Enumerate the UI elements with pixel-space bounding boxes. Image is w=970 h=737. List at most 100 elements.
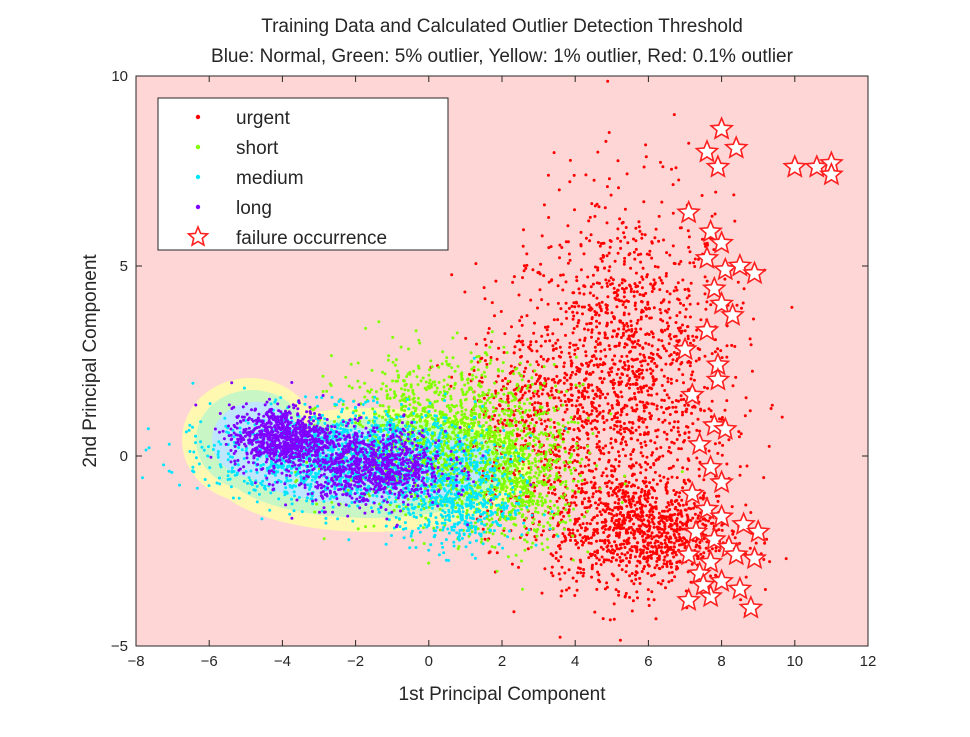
data-point — [568, 448, 572, 452]
data-point — [438, 412, 442, 416]
data-point — [673, 262, 677, 266]
data-point — [469, 360, 473, 364]
data-point — [621, 435, 625, 439]
data-point — [547, 459, 551, 463]
data-point — [588, 451, 592, 455]
data-point — [707, 549, 711, 553]
data-point — [506, 394, 510, 398]
data-point — [356, 361, 360, 365]
data-point — [522, 463, 526, 466]
data-point — [647, 534, 651, 538]
data-point — [466, 445, 470, 449]
data-point — [499, 440, 503, 443]
data-point — [519, 446, 523, 449]
data-point — [558, 457, 561, 461]
data-point — [606, 392, 610, 396]
data-point — [478, 359, 482, 363]
data-point — [699, 408, 703, 412]
data-point — [597, 445, 601, 449]
data-point — [552, 151, 556, 155]
data-point — [646, 519, 650, 523]
data-point — [638, 368, 642, 372]
data-point — [509, 391, 513, 395]
data-point — [502, 460, 506, 464]
data-point — [595, 319, 598, 323]
data-point — [553, 425, 557, 429]
data-point — [744, 503, 748, 507]
data-point — [691, 370, 695, 374]
data-point — [749, 511, 753, 514]
data-point — [718, 441, 722, 445]
data-point — [710, 214, 714, 218]
data-point — [500, 472, 504, 476]
data-point — [660, 200, 664, 204]
data-point — [537, 394, 541, 398]
data-point — [646, 529, 650, 533]
data-point — [520, 429, 523, 433]
data-point — [386, 393, 390, 397]
data-point — [321, 374, 325, 378]
data-point — [589, 480, 593, 484]
data-point — [661, 281, 664, 285]
data-point — [656, 348, 660, 352]
data-point — [576, 453, 580, 457]
data-point — [602, 558, 606, 562]
data-point — [450, 273, 454, 277]
data-point — [591, 552, 595, 556]
data-point — [670, 440, 674, 444]
data-point — [453, 414, 457, 418]
data-point — [452, 386, 456, 390]
data-point — [641, 386, 645, 390]
data-point — [683, 439, 686, 442]
data-point — [681, 373, 685, 377]
data-point — [477, 393, 481, 397]
data-point — [573, 501, 576, 505]
data-point — [674, 166, 678, 170]
data-point — [510, 509, 514, 513]
data-point — [629, 505, 633, 509]
data-point — [562, 361, 566, 365]
data-point — [610, 404, 614, 408]
data-point — [616, 485, 620, 489]
data-point — [449, 397, 453, 401]
data-point — [683, 546, 687, 550]
data-point — [621, 303, 625, 307]
data-point — [601, 547, 605, 551]
data-point — [610, 493, 614, 497]
data-point — [591, 492, 595, 496]
data-point — [416, 364, 420, 368]
data-point — [546, 302, 550, 306]
data-point — [617, 464, 621, 468]
data-point — [595, 414, 599, 418]
data-point — [453, 427, 457, 431]
data-point — [514, 439, 518, 443]
data-point — [450, 375, 454, 379]
data-point — [596, 343, 600, 346]
data-point — [557, 455, 561, 458]
data-point — [630, 572, 634, 575]
data-point — [437, 365, 441, 369]
data-point — [638, 561, 642, 565]
data-point — [518, 412, 522, 415]
data-point — [587, 499, 591, 503]
data-point — [587, 469, 591, 472]
data-point — [737, 435, 741, 439]
data-point — [770, 403, 774, 407]
data-point — [449, 384, 453, 388]
data-point — [577, 304, 581, 308]
data-point — [516, 434, 519, 438]
data-point — [540, 422, 544, 426]
data-point — [620, 281, 624, 285]
data-point — [605, 254, 609, 258]
data-point — [635, 321, 639, 325]
data-point — [524, 366, 528, 370]
data-point — [665, 531, 669, 535]
data-point — [667, 540, 671, 544]
data-point — [552, 513, 556, 517]
data-point — [581, 382, 585, 386]
data-point — [649, 282, 653, 286]
data-point — [513, 487, 517, 491]
data-point — [430, 365, 434, 369]
data-point — [597, 205, 601, 209]
data-point — [525, 263, 529, 267]
